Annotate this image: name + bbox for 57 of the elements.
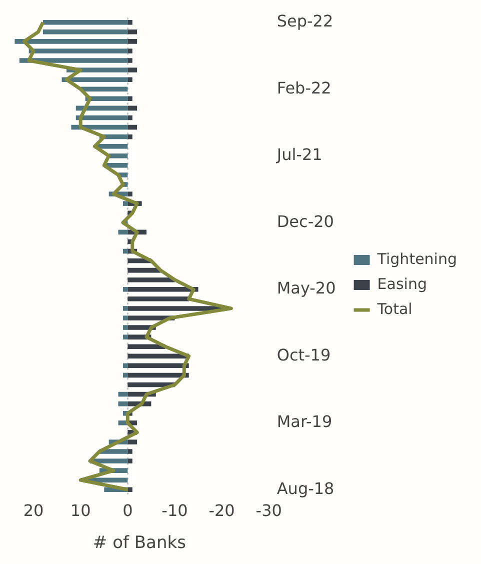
bar (128, 124, 138, 130)
x-tick-label: -30 (256, 501, 282, 520)
bar (128, 440, 138, 444)
bar (28, 48, 128, 54)
x-tick-label: -20 (208, 501, 235, 520)
bar (128, 296, 189, 302)
bar (122, 334, 128, 340)
bar (122, 306, 128, 311)
y-tick-label: Jul-21 (276, 145, 322, 164)
bar (118, 230, 128, 235)
x-tick-label: 0 (122, 501, 133, 520)
y-tick-label: May-20 (276, 278, 336, 298)
y-tick-label: Oct-19 (276, 345, 331, 364)
bar (128, 30, 138, 34)
bar (128, 449, 132, 454)
bar (128, 115, 132, 120)
bar (128, 96, 132, 102)
legend-label: Tightening (376, 250, 458, 268)
bar (80, 86, 128, 92)
y-tick-label: Aug-18 (276, 478, 334, 498)
bar (128, 134, 132, 140)
bar (42, 30, 128, 34)
bar (128, 58, 132, 63)
bar (42, 20, 128, 25)
x-tick-label: -10 (162, 501, 188, 520)
bar (122, 201, 128, 206)
bar (62, 77, 128, 82)
y-tick-label: Mar-19 (276, 412, 332, 432)
bar (128, 77, 132, 82)
bar (108, 153, 128, 158)
bar (128, 106, 138, 111)
bar (122, 363, 128, 368)
bar (128, 20, 132, 25)
bar (122, 325, 128, 330)
bar (128, 286, 198, 292)
x-axis-title: # of Banks (92, 533, 186, 554)
legend-label: Easing (377, 274, 427, 293)
bar (128, 458, 132, 464)
bar (118, 401, 128, 406)
y-tick-label: Sep-22 (276, 12, 334, 31)
bar (122, 372, 128, 378)
bar (14, 39, 128, 44)
bar (128, 192, 132, 196)
x-tick-label: 20 (23, 501, 44, 520)
bar (118, 392, 128, 397)
y-tick-label: Dec-20 (276, 212, 334, 231)
bar (128, 39, 138, 44)
bar (122, 248, 128, 254)
bar (128, 354, 189, 359)
bar (128, 68, 138, 72)
bar (128, 48, 132, 54)
y-tick-label: Feb-22 (276, 78, 332, 98)
x-tick-label: 10 (70, 501, 91, 520)
bar (128, 487, 132, 492)
bar (122, 316, 128, 320)
legend-label: Total (376, 300, 412, 318)
bar (122, 286, 128, 292)
